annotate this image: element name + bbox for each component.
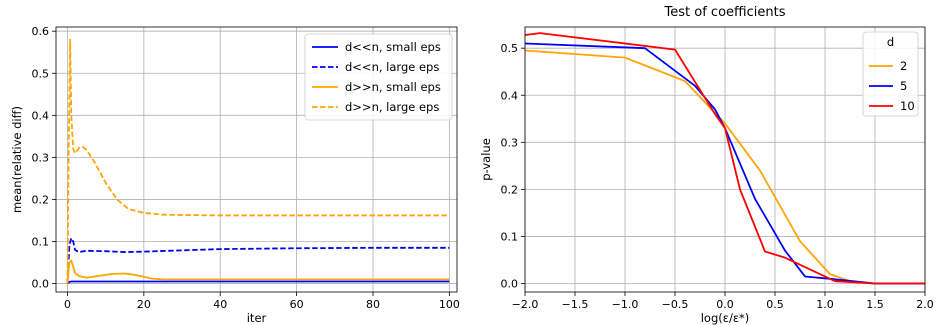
- legend-label: d<<n, large eps: [345, 60, 439, 74]
- y-tick-label: 0.4: [32, 109, 50, 122]
- x-axis-label: iter: [247, 311, 267, 325]
- y-tick-label: 0.4: [501, 89, 519, 102]
- series-line-2: [66, 237, 450, 284]
- legend-title: d: [887, 35, 894, 49]
- y-tick-label: 0.5: [501, 42, 519, 55]
- x-tick-label: 2.0: [916, 298, 934, 311]
- x-tick-label: 0.5: [766, 298, 784, 311]
- y-axis-label: p-value: [479, 138, 493, 181]
- y-tick-label: 0.0: [501, 278, 519, 291]
- x-tick-label: 1.0: [816, 298, 834, 311]
- y-tick-label: 0.0: [32, 278, 50, 291]
- right-chart: −2.0 −1.5 −1.0 −0.5 0.0 0.5 1.0 1.5 2.0 0.0 0.1 0.2…: [479, 5, 934, 325]
- y-tick-label: 0.3: [32, 151, 50, 164]
- left-chart: 0 20 40 60 80 100 0.0 0.1 0.2 0.3 0.4 0.5 0.6 iter mea…: [10, 25, 460, 325]
- series-line-2: [524, 42, 925, 285]
- series-line-3: [66, 259, 450, 284]
- x-tick-label: 40: [213, 298, 227, 311]
- x-axis-label: log(ε/ε*): [701, 311, 750, 325]
- y-tick-label: 0.3: [501, 136, 519, 149]
- x-tick-label: 20: [137, 298, 151, 311]
- axes-frame: [55, 26, 458, 293]
- x-tick-label: −0.5: [662, 298, 689, 311]
- legend-box: [304, 33, 453, 121]
- series-line-4: [66, 38, 450, 284]
- legend-label: 10: [900, 99, 915, 113]
- chart-title: Test of coefficients: [664, 5, 786, 20]
- x-tick-label: −2.0: [512, 298, 539, 311]
- y-tick-label: 0.1: [32, 236, 50, 249]
- y-tick-label: 0.2: [501, 183, 519, 196]
- legend-label: d>>n, small eps: [345, 80, 441, 94]
- legend-label: d>>n, large eps: [345, 100, 439, 114]
- y-tick-label: 0.5: [32, 67, 50, 80]
- y-axis-label: mean(relative diff): [10, 106, 24, 213]
- x-tick-label: 100: [439, 298, 460, 311]
- x-tick-label: −1.5: [562, 298, 589, 311]
- x-tick-label: 0: [64, 298, 71, 311]
- legend: d2 5 10: [862, 31, 919, 117]
- x-tick-label: −1.0: [612, 298, 639, 311]
- legend-box: [862, 31, 919, 117]
- x-tick-label: 80: [366, 298, 380, 311]
- y-tick-label: 0.6: [32, 25, 50, 38]
- y-tick-label: 0.2: [32, 193, 50, 206]
- legend: d<<n, small eps d<<n, large eps d>>n, smal…: [304, 33, 453, 121]
- y-tick-label: 0.1: [501, 230, 519, 243]
- x-tick-label: 60: [290, 298, 304, 311]
- legend-label: d<<n, small eps: [345, 40, 441, 54]
- x-tick-label: 0.0: [716, 298, 734, 311]
- legend-label: 2: [900, 59, 907, 73]
- series-line-3: [524, 32, 925, 285]
- legend-label: 5: [900, 79, 907, 93]
- x-tick-label: 1.5: [866, 298, 884, 311]
- series-line-1: [66, 280, 450, 285]
